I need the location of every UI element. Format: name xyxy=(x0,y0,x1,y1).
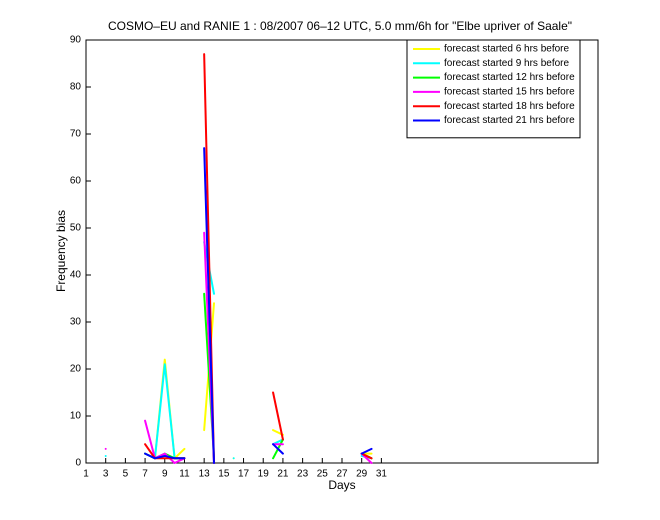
y-tick-label: 90 xyxy=(70,35,82,46)
y-tick-label: 80 xyxy=(70,82,82,93)
legend-label: forecast started 21 hrs before xyxy=(444,115,575,126)
x-tick-label: 1 xyxy=(83,469,89,480)
x-tick-label: 29 xyxy=(356,469,368,480)
y-tick-label: 60 xyxy=(70,176,82,187)
legend-label: forecast started 6 hrs before xyxy=(444,44,570,55)
chart-title: COSMO–EU and RANIE 1 : 08/2007 06–12 UTC… xyxy=(108,19,572,33)
y-tick-label: 50 xyxy=(70,223,82,234)
y-tick-label: 20 xyxy=(70,364,82,375)
x-tick-label: 3 xyxy=(103,469,109,480)
x-tick-label: 27 xyxy=(336,469,348,480)
y-tick-label: 40 xyxy=(70,270,82,281)
x-tick-label: 25 xyxy=(317,469,329,480)
y-tick-label: 70 xyxy=(70,129,82,140)
x-tick-label: 17 xyxy=(238,469,250,480)
x-tick-label: 5 xyxy=(123,469,129,480)
x-tick-label: 13 xyxy=(199,469,211,480)
x-tick-label: 11 xyxy=(179,469,190,480)
series-line xyxy=(144,147,373,464)
y-tick-label: 0 xyxy=(75,458,81,469)
x-tick-label: 21 xyxy=(277,469,289,480)
y-axis-label: Frequency bias xyxy=(54,210,68,292)
x-tick-label: 19 xyxy=(258,469,270,480)
legend-label: forecast started 18 hrs before xyxy=(444,101,575,112)
y-tick-label: 10 xyxy=(70,411,82,422)
series-line xyxy=(104,231,373,464)
x-tick-label: 15 xyxy=(218,469,230,480)
x-tick-label: 31 xyxy=(376,469,388,480)
x-axis-label: Days xyxy=(328,478,355,492)
x-tick-label: 23 xyxy=(297,469,309,480)
x-tick-label: 7 xyxy=(142,469,148,480)
legend-label: forecast started 9 hrs before xyxy=(444,58,570,69)
series-line xyxy=(144,292,373,460)
series-line xyxy=(144,53,373,464)
x-tick-label: 9 xyxy=(162,469,168,480)
legend-label: forecast started 12 hrs before xyxy=(444,72,575,83)
series-line xyxy=(153,302,373,460)
y-tick-label: 30 xyxy=(70,317,82,328)
legend-label: forecast started 15 hrs before xyxy=(444,87,575,98)
